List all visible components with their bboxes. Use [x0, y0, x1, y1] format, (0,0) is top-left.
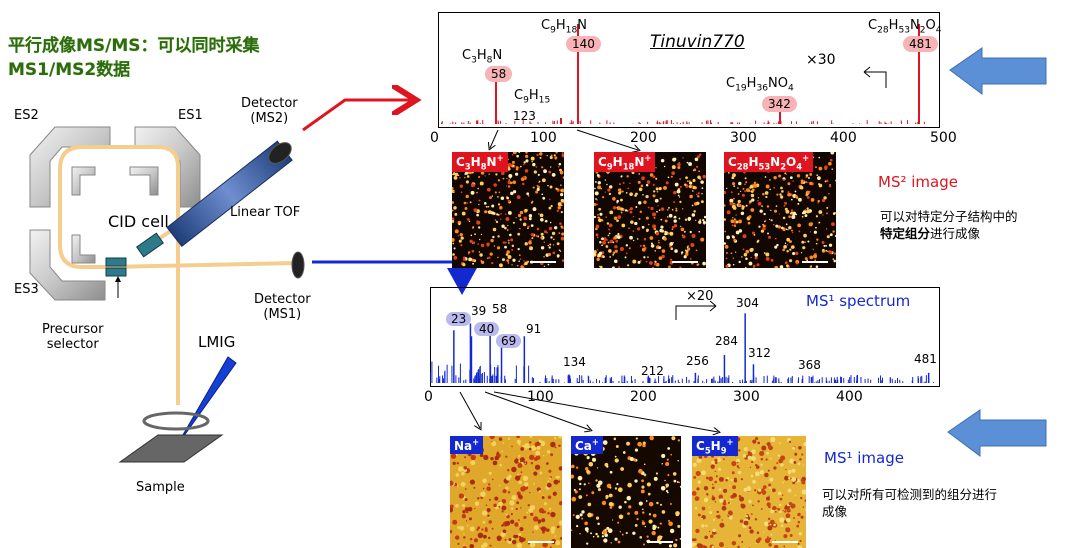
inner-electrode [71, 234, 96, 264]
title-line-1: 平行成像MS/MS：可以同时采集 [8, 36, 260, 56]
ms1-spectrum-frame [430, 287, 940, 387]
ms2-peak-mz: 140 [566, 36, 601, 52]
zoom-corner-icon [675, 300, 717, 320]
image-label: C5H9+ [692, 436, 738, 457]
image-texture [594, 152, 706, 268]
ms2-image-tile: C3H8N+ [452, 152, 564, 268]
precursor-selector-label: Precursor selector [42, 322, 104, 352]
ms2-peak-mz: 58 [485, 66, 513, 82]
es2-label: ES2 [14, 108, 39, 123]
image-label: C3H8N+ [452, 152, 508, 173]
detector-ms2 [268, 142, 292, 164]
ms1-zoom-label: ×20 [686, 289, 714, 304]
ms2-description: 可以对特定分子结构中的 特定组分进行成像 [880, 209, 1018, 241]
ms1-peak-label: 91 [526, 322, 542, 336]
image-label: Ca+ [571, 436, 603, 454]
ms2-image-tile: C28H53N2O4+ [724, 152, 836, 268]
inner-electrode [129, 166, 159, 196]
ms1-peak-label: 312 [748, 346, 771, 360]
ms1-x-tick: 400 [836, 389, 863, 405]
ms1-chart-title: MS¹ spectrum [806, 292, 911, 310]
image-texture [450, 436, 562, 548]
ms1-peak-label: 58 [492, 302, 508, 316]
sample-label: Sample [136, 480, 185, 495]
es2-sector [29, 126, 111, 208]
ms1-image-tile: Na+ [450, 436, 562, 548]
ms2-image-label: MS² image [878, 173, 958, 191]
ms1-peak-label: 481 [914, 352, 937, 366]
zoom-corner-icon [863, 66, 887, 88]
page-title: 平行成像MS/MS：可以同时采集 MS1/MS2数据 [8, 34, 260, 82]
ms1-x-tick: 100 [527, 389, 554, 405]
ms2-x-tick: 500 [930, 130, 957, 146]
image-label: C28H53N2O4+ [724, 152, 814, 173]
es3-sector [29, 229, 106, 301]
title-line-2: MS1/MS2数据 [8, 60, 131, 80]
cid-cell-label: CID cell [108, 212, 169, 231]
instrument-diagram [29, 126, 305, 463]
ms1-x-tick: 300 [733, 389, 760, 405]
ms2-peak-formula: C28H53N2O4 [868, 18, 942, 36]
detector-ms1 [291, 251, 305, 279]
ms1-peak-label: 69 [496, 334, 522, 348]
ms2-x-tick: 100 [530, 130, 557, 146]
ms1-peak-label: 368 [798, 358, 821, 372]
ion-beam-path [58, 145, 297, 405]
detector-ms2-label: Detector (MS2) [241, 96, 298, 126]
extraction-ring [142, 411, 210, 431]
linear-tof-label: Linear TOF [230, 205, 301, 220]
ms2-peak-formula: C19H36NO4 [726, 76, 794, 94]
precursor-selector [105, 257, 127, 267]
ms2-peak-mz: 481 [903, 36, 938, 52]
ms1-peak-label: 39 [471, 304, 487, 318]
ms2-x-tick: 200 [630, 130, 657, 146]
ms2-peak-mz: 123 [513, 109, 536, 123]
ms2-peak-mz: 342 [762, 96, 797, 112]
ms2-zoom-label: ×30 [806, 52, 836, 68]
ms1-peak-label: 256 [686, 354, 709, 368]
ms1-image-tile: C5H9+ [692, 436, 806, 548]
ms2-peak-formula: C9H18N [541, 18, 587, 36]
ms2-x-tick: 300 [730, 130, 757, 146]
ms2-x-tick: 400 [830, 130, 857, 146]
ms2-peak-formula: C9H15 [514, 88, 551, 106]
ms1-peak-label: 134 [563, 355, 586, 369]
ms2-peak-formula: C3H8N [462, 48, 503, 66]
lmig-gun [175, 356, 237, 448]
ms1-peak-label: 304 [736, 296, 759, 310]
ms2-chart-title: Tinuvin770 [650, 32, 745, 52]
detector-ms1-label: Detector (MS1) [254, 292, 311, 322]
ms1-image-label: MS¹ image [824, 449, 904, 467]
lmig-label: LMIG [198, 333, 236, 351]
es1-label: ES1 [178, 108, 203, 123]
ms1-x-tick: 0 [424, 389, 433, 405]
ms2-x-tick: 0 [430, 130, 439, 146]
ms1-peak-label: 284 [715, 334, 738, 348]
ms2-callout-arrow [949, 47, 1047, 95]
ms1-peak-label: 212 [641, 364, 664, 378]
ms1-peak-label: 40 [474, 322, 500, 336]
inner-electrode [71, 166, 96, 196]
ms1-callout-arrow [947, 409, 1047, 457]
image-label: C9H18N+ [594, 152, 656, 173]
ms1-description: 可以对所有可检测到的组分进行 成像 [822, 487, 998, 519]
ms1-image-tile: Ca+ [571, 436, 681, 548]
sample-stage [118, 434, 224, 463]
ms2-spectrum-frame [438, 12, 940, 128]
es3-label: ES3 [14, 282, 39, 297]
ms2-image-tile: C9H18N+ [594, 152, 706, 268]
ms1-x-tick: 200 [630, 389, 657, 405]
cid-cell [136, 232, 164, 258]
image-label: Na+ [450, 436, 484, 454]
ms1-peak-label: 23 [446, 312, 472, 326]
